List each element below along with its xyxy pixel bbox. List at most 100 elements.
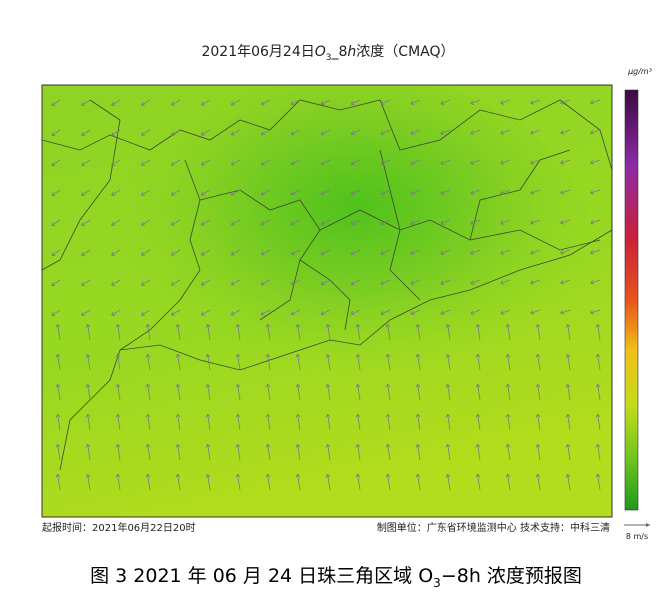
wind-arrow xyxy=(51,279,61,286)
wind-arrow xyxy=(320,279,331,286)
wind-arrow xyxy=(500,249,511,255)
wind-arrow xyxy=(325,353,331,371)
wind-arrow xyxy=(295,383,301,401)
wind-arrow xyxy=(535,323,541,341)
wind-arrow xyxy=(415,473,421,491)
wind-arrow xyxy=(595,443,601,461)
wind-arrow xyxy=(410,129,421,136)
boundaries xyxy=(42,99,612,471)
wind-arrow xyxy=(380,219,391,226)
wind-arrow xyxy=(595,383,601,401)
wind-arrow xyxy=(355,473,361,491)
wind-arrow xyxy=(410,309,421,316)
wind-arrow xyxy=(81,249,91,256)
wind-arrow xyxy=(325,473,331,491)
wind-arrow xyxy=(205,413,211,431)
wind-arrow xyxy=(500,309,511,315)
wind-arrow xyxy=(265,353,271,371)
wind-arrow xyxy=(440,219,451,225)
wind-arrow xyxy=(295,473,301,491)
wind-arrow xyxy=(560,249,571,255)
wind-arrow xyxy=(320,189,331,196)
wind-arrow xyxy=(500,129,511,135)
wind-arrow xyxy=(85,413,91,431)
title-text: 2021年06月24日 xyxy=(201,44,314,60)
wind-arrow xyxy=(290,309,301,316)
wind-arrow xyxy=(175,383,181,401)
wind-arrow xyxy=(445,473,451,491)
wind-arrow xyxy=(445,383,451,401)
wind-arrow xyxy=(175,323,181,341)
wind-arrow xyxy=(260,129,271,136)
wind-arrow xyxy=(505,323,511,341)
wind-arrow xyxy=(171,189,181,196)
wind-arrow xyxy=(475,473,481,491)
wind-arrow xyxy=(415,323,421,341)
wind-arrow xyxy=(385,323,391,341)
wind-arrow xyxy=(445,323,451,341)
wind-arrow xyxy=(141,249,151,256)
wind-arrow xyxy=(230,159,241,166)
wind-arrow xyxy=(230,219,241,226)
wind-arrow xyxy=(325,413,331,431)
wind-arrow xyxy=(565,413,571,431)
wind-arrow xyxy=(530,249,541,255)
wind-arrow xyxy=(171,249,181,256)
wind-arrow xyxy=(85,473,91,491)
wind-arrow xyxy=(590,279,601,285)
wind-arrow xyxy=(470,309,481,315)
wind-arrow xyxy=(530,279,541,285)
wind-arrow xyxy=(505,443,511,461)
colorbar xyxy=(624,89,639,511)
wind-arrow xyxy=(475,443,481,461)
wind-arrow xyxy=(290,279,301,286)
wind-arrow xyxy=(470,159,481,165)
wind-arrow xyxy=(440,279,451,285)
wind-arrow xyxy=(320,249,331,256)
wind-arrow xyxy=(115,473,121,491)
wind-arrow xyxy=(175,353,181,371)
map-frame xyxy=(41,84,613,518)
wind-arrow xyxy=(350,279,361,286)
wind-arrow xyxy=(350,189,361,196)
wind-arrow xyxy=(410,279,421,286)
wind-arrow xyxy=(565,443,571,461)
wind-arrow xyxy=(410,219,421,226)
wind-arrow xyxy=(265,413,271,431)
wind-arrow xyxy=(385,383,391,401)
wind-arrow xyxy=(200,129,211,136)
wind-arrow xyxy=(55,353,61,371)
wind-arrow xyxy=(590,129,601,135)
wind-arrow xyxy=(475,323,481,341)
wind-arrow xyxy=(475,353,481,371)
wind-arrow xyxy=(445,413,451,431)
wind-arrow xyxy=(505,383,511,401)
wind-arrow xyxy=(115,383,121,401)
wind-arrow xyxy=(475,383,481,401)
wind-arrow xyxy=(355,443,361,461)
wind-arrow xyxy=(51,219,61,226)
wind-arrow xyxy=(295,413,301,431)
wind-arrow xyxy=(260,309,271,316)
wind-arrow xyxy=(55,383,61,401)
wind-arrow xyxy=(81,279,91,286)
wind-arrow xyxy=(235,353,241,371)
wind-arrow xyxy=(355,323,361,341)
wind-arrow xyxy=(410,99,421,106)
concentration-field xyxy=(70,85,590,410)
wind-arrow xyxy=(290,249,301,256)
wind-arrow xyxy=(320,129,331,136)
wind-arrow xyxy=(500,279,511,285)
wind-arrow xyxy=(535,413,541,431)
wind-arrow xyxy=(235,413,241,431)
issue-time: 起报时间：2021年06月22日20时 xyxy=(42,521,196,534)
wind-arrow xyxy=(410,189,421,196)
wind-arrow xyxy=(51,249,61,256)
wind-arrow xyxy=(325,383,331,401)
wind-arrow xyxy=(565,383,571,401)
wind-arrow xyxy=(380,129,391,136)
wind-arrow xyxy=(230,249,241,256)
wind-arrow xyxy=(565,473,571,491)
wind-arrow xyxy=(410,159,421,166)
